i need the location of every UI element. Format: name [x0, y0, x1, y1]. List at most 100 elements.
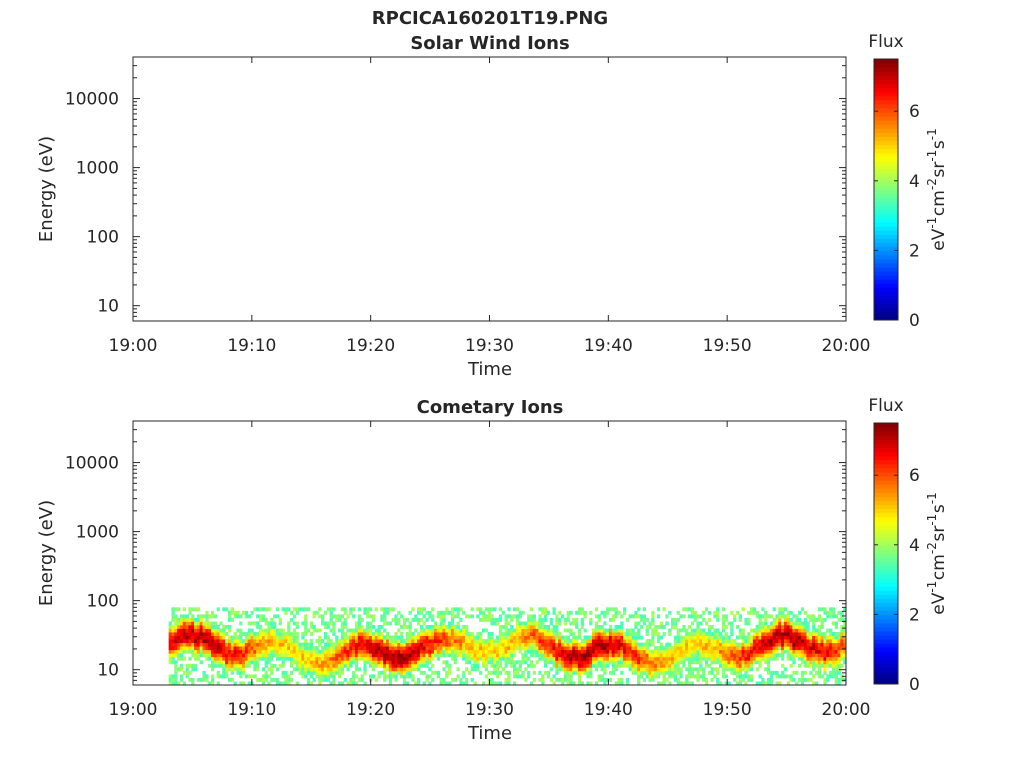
flux-cell — [798, 653, 802, 658]
flux-cell — [332, 607, 336, 612]
flux-cell — [620, 681, 624, 686]
flux-cell — [239, 681, 243, 686]
flux-cell — [315, 670, 319, 675]
flux-cell — [761, 646, 765, 651]
flux-cell — [699, 649, 703, 654]
flux-cell — [637, 663, 641, 668]
flux-cell — [671, 660, 675, 665]
flux-cell — [673, 677, 678, 682]
flux-cell — [803, 639, 807, 644]
flux-cell — [637, 681, 641, 686]
flux-cell — [222, 628, 226, 633]
flux-cell — [634, 667, 638, 672]
colorbar-segment — [874, 476, 898, 481]
flux-cell — [490, 632, 494, 636]
flux-cell — [738, 653, 742, 658]
flux-cell — [781, 653, 785, 658]
flux-cell — [343, 632, 347, 636]
flux-cell — [789, 649, 793, 654]
flux-cell — [518, 614, 522, 619]
flux-cell — [527, 617, 531, 622]
flux-cell — [679, 656, 683, 661]
flux-cell — [611, 667, 615, 672]
flux-cell — [321, 649, 325, 654]
flux-cell — [256, 677, 260, 682]
flux-cell — [227, 614, 232, 619]
flux-cell — [656, 653, 661, 658]
flux-cell — [490, 614, 494, 619]
flux-cell — [253, 642, 257, 647]
flux-cell — [247, 639, 251, 644]
flux-cell — [800, 660, 805, 665]
flux-cell — [690, 639, 694, 644]
flux-cell — [778, 624, 782, 629]
flux-cell — [814, 649, 819, 654]
flux-cell — [216, 649, 220, 654]
flux-cell — [843, 660, 847, 665]
flux-cell — [191, 649, 195, 654]
flux-cell — [789, 621, 793, 626]
flux-cell — [408, 674, 412, 679]
flux-cell — [786, 639, 790, 644]
flux-cell — [179, 614, 184, 619]
y-axis-label: Energy (eV) — [36, 500, 57, 606]
flux-cell — [188, 628, 192, 633]
flux-cell — [196, 677, 201, 682]
flux-cell — [504, 614, 508, 619]
flux-cell — [817, 632, 821, 636]
flux-cell — [623, 660, 627, 665]
flux-cell — [456, 639, 460, 644]
flux-cell — [287, 628, 291, 633]
flux-cell — [617, 646, 621, 651]
flux-cell — [761, 635, 765, 640]
flux-cell — [349, 660, 353, 665]
flux-cell — [512, 663, 517, 668]
flux-cell — [340, 621, 345, 626]
flux-cell — [380, 624, 384, 629]
flux-cell — [716, 607, 720, 612]
flux-cell — [219, 660, 223, 665]
flux-cell — [256, 614, 260, 619]
flux-cell — [603, 642, 607, 647]
flux-cell — [343, 642, 347, 647]
flux-cell — [747, 610, 751, 615]
flux-cell — [408, 667, 412, 672]
flux-cell — [829, 656, 833, 661]
flux-cell — [507, 681, 511, 686]
flux-cell — [580, 617, 584, 622]
flux-cell — [433, 649, 438, 654]
flux-cell — [654, 632, 658, 636]
flux-cell — [575, 667, 579, 672]
flux-cell — [721, 621, 726, 626]
flux-cell — [521, 632, 525, 636]
flux-cell — [639, 653, 644, 658]
flux-cell — [713, 660, 717, 665]
flux-cell — [510, 656, 514, 661]
flux-cell — [278, 649, 282, 654]
flux-cell — [467, 614, 472, 619]
flux-cell — [750, 677, 754, 682]
flux-cell — [713, 628, 717, 633]
colorbar-segment — [874, 659, 898, 665]
flux-cell — [662, 677, 666, 682]
flux-cell — [769, 646, 774, 651]
colorbar-segment — [874, 238, 898, 244]
flux-cell — [419, 624, 424, 629]
flux-cell — [648, 639, 652, 644]
flux-cell — [270, 628, 274, 633]
flux-cell — [668, 670, 672, 675]
flux-cell — [456, 674, 460, 679]
flux-cell — [453, 642, 457, 647]
flux-cell — [594, 660, 599, 665]
flux-cell — [301, 667, 305, 672]
flux-cell — [510, 653, 514, 658]
flux-cell — [566, 663, 570, 668]
flux-cell — [538, 656, 542, 661]
flux-cell — [498, 635, 503, 640]
flux-cell — [388, 656, 393, 661]
flux-cell — [524, 649, 528, 654]
flux-cell — [253, 607, 257, 612]
flux-cell — [662, 667, 666, 672]
flux-cell — [346, 614, 350, 619]
flux-cell — [510, 617, 514, 622]
